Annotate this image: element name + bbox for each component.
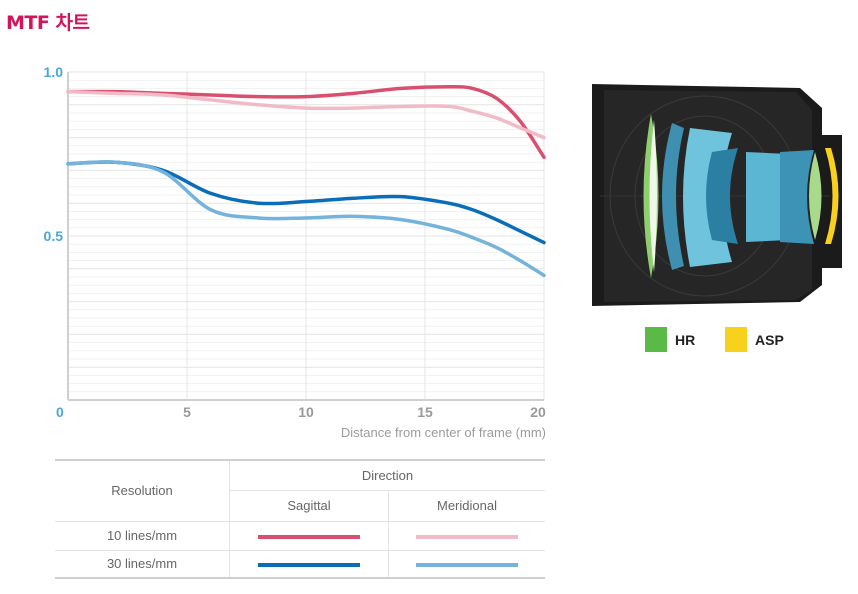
page-title: MTF 차트: [6, 12, 90, 34]
hr-label: HR: [675, 331, 696, 348]
x-tick-label: 20: [530, 404, 546, 420]
chart-grid: [68, 71, 545, 400]
x-axis-label: Distance from center of frame (mm): [340, 425, 546, 440]
meridional-header: Meridional: [388, 489, 545, 521]
legend-table: Resolution Direction Sagittal Meridional…: [55, 459, 545, 579]
chart-axes: [67, 72, 544, 401]
swatch-30-meridional: [416, 562, 518, 567]
asp-swatch: [725, 327, 747, 352]
x-tick-label: 15: [417, 404, 433, 420]
direction-header: Direction: [229, 460, 545, 490]
y-tick-label: 1.0: [44, 64, 64, 80]
asp-element: [825, 148, 839, 244]
lens-diagram: [592, 84, 842, 306]
lens-key-asp: ASP: [725, 327, 784, 352]
x-tick-label: 0: [56, 404, 64, 420]
lens-key-hr: HR: [645, 327, 695, 352]
y-tick-label: 0.5: [44, 228, 64, 244]
chart-ticks: 0 5 10 15 20 0.5 1.0: [44, 64, 546, 420]
swatch-30-sagittal: [258, 562, 360, 567]
series-line-1: [66, 89, 546, 140]
hr-element-rear: [809, 152, 822, 240]
sagittal-header: Sagittal: [229, 489, 389, 521]
resolution-header: Resolution: [111, 483, 173, 499]
row-label-30: 30 lines/mm: [106, 556, 178, 572]
hr-swatch: [645, 327, 667, 352]
row-label-10: 10 lines/mm: [106, 528, 178, 543]
swatch-10-sagittal: [258, 534, 360, 539]
swatch-10-meridional: [416, 534, 518, 539]
x-tick-label: 5: [183, 404, 191, 420]
asp-label: ASP: [755, 331, 784, 348]
chart-series: [66, 84, 546, 278]
x-tick-label: 10: [298, 404, 314, 420]
series-line-3: [66, 160, 546, 278]
